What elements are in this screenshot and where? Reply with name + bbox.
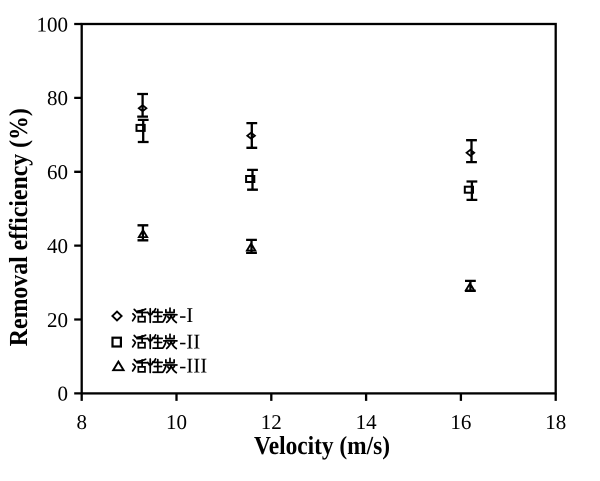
svg-text:-I: -I	[179, 303, 193, 327]
svg-text:100: 100	[37, 12, 69, 36]
svg-text:80: 80	[47, 86, 68, 110]
svg-text:12: 12	[261, 410, 282, 434]
svg-text:-II: -II	[179, 329, 200, 353]
svg-text:60: 60	[47, 160, 68, 184]
svg-text:-III: -III	[179, 353, 207, 377]
svg-text:18: 18	[545, 410, 566, 434]
svg-text:20: 20	[47, 308, 68, 332]
svg-text:14: 14	[356, 410, 378, 434]
svg-text:40: 40	[47, 234, 68, 258]
svg-text:8: 8	[76, 410, 87, 434]
svg-text:Velocity (m/s): Velocity (m/s)	[254, 431, 390, 460]
svg-text:0: 0	[58, 382, 69, 406]
svg-text:Removal efficiency (%): Removal efficiency (%)	[4, 108, 33, 346]
svg-text:10: 10	[166, 410, 187, 434]
svg-text:16: 16	[450, 410, 471, 434]
